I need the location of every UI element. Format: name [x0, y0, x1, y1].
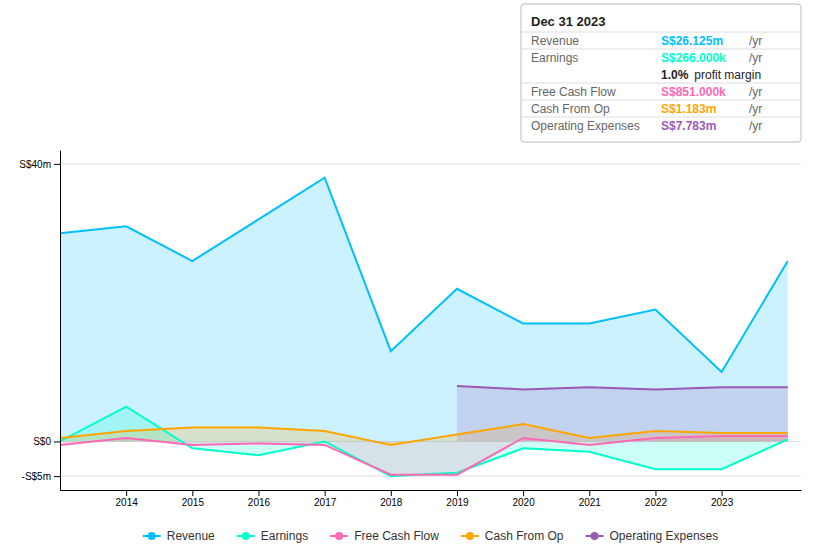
legend-swatch-marker — [148, 532, 156, 540]
tick-label: 2016 — [248, 497, 271, 508]
tick-mark — [391, 490, 392, 496]
tick-label: 2022 — [645, 497, 668, 508]
x-tick: 2020 — [513, 490, 536, 508]
info-label: Free Cash Flow — [531, 85, 616, 99]
tick-label: -S$5m — [22, 471, 51, 482]
y-tick: S$0 — [33, 436, 60, 447]
info-value: S$7.783m — [661, 119, 716, 133]
plot-area — [60, 178, 788, 476]
x-tick: 2019 — [446, 490, 469, 508]
info-value: S$266.000k — [661, 51, 726, 65]
tick-mark — [589, 490, 590, 496]
series-line — [60, 407, 788, 476]
tick-mark — [523, 490, 524, 496]
x-tick: 2015 — [182, 490, 205, 508]
legend-label: Free Cash Flow — [354, 529, 439, 543]
x-tick: 2014 — [116, 490, 139, 508]
y-tick: S$40m — [19, 159, 60, 170]
info-value: S$851.000k — [661, 85, 726, 99]
legend-swatch-marker — [335, 532, 343, 540]
info-value: S$26.125m — [661, 34, 723, 48]
tick-mark — [722, 490, 723, 496]
tick-label: S$40m — [19, 159, 51, 170]
y-tick: -S$5m — [22, 471, 60, 482]
x-tick: 2018 — [380, 490, 403, 508]
legend-label: Operating Expenses — [610, 529, 719, 543]
legend: Revenue Earnings Free Cash Flow Cash From O… — [143, 529, 719, 543]
tick-label: 2021 — [579, 497, 602, 508]
legend-swatch-marker — [466, 532, 474, 540]
x-tick: 2016 — [248, 490, 271, 508]
legend-item: Earnings — [237, 529, 308, 543]
tick-mark — [655, 490, 656, 496]
info-label: Cash From Op — [531, 102, 610, 116]
series-area — [60, 178, 788, 442]
tick-mark — [54, 476, 60, 477]
info-separator — [521, 100, 801, 101]
axis-line — [60, 151, 61, 491]
series-line — [60, 178, 788, 372]
tick-label: 2017 — [314, 497, 337, 508]
x-tick: 2023 — [711, 490, 734, 508]
tick-mark — [54, 441, 60, 442]
tick-mark — [54, 164, 60, 165]
grid-line — [60, 476, 801, 477]
legend-swatch-marker — [591, 532, 599, 540]
series-line — [457, 386, 788, 389]
info-unit: /yr — [749, 85, 762, 99]
info-label: Operating Expenses — [531, 119, 640, 133]
x-tick: 2021 — [579, 490, 602, 508]
x-tick: 2017 — [314, 490, 337, 508]
info-box: Dec 31 2023 Revenue S$26.125m/yr Earnings S$… — [521, 4, 801, 142]
info-separator — [521, 117, 801, 118]
tick-mark — [325, 490, 326, 496]
tick-mark — [126, 490, 127, 496]
legend-item: Operating Expenses — [586, 529, 719, 543]
tick-label: 2019 — [446, 497, 469, 508]
legend-item: Revenue — [143, 529, 215, 543]
series-line — [60, 436, 788, 475]
info-label: Earnings — [531, 51, 578, 65]
legend-label: Cash From Op — [485, 529, 564, 543]
grid-line — [60, 163, 801, 164]
legend-label: Revenue — [167, 529, 215, 543]
grid — [60, 164, 801, 476]
tick-mark — [192, 490, 193, 496]
info-unit: /yr — [749, 102, 762, 116]
tick-label: 2018 — [380, 497, 403, 508]
info-separator — [521, 49, 801, 50]
info-label: Revenue — [531, 34, 579, 48]
tick-mark — [258, 490, 259, 496]
tick-label: 2020 — [513, 497, 536, 508]
info-unit: /yr — [749, 119, 762, 133]
legend-item: Cash From Op — [461, 529, 564, 543]
legend-label: Earnings — [261, 529, 308, 543]
axis-line — [61, 490, 802, 491]
tick-label: S$0 — [33, 436, 51, 447]
info-box-frame — [521, 4, 801, 142]
tick-label: 2023 — [711, 497, 734, 508]
info-separator — [521, 83, 801, 84]
legend-swatch-marker — [242, 532, 250, 540]
tick-mark — [457, 490, 458, 496]
x-axis: 2014 2015 2016 2017 2018 2019 2020 2021 2022 2023 — [61, 490, 802, 508]
series-line — [60, 424, 788, 445]
info-note: profit margin — [694, 68, 761, 82]
tick-label: 2015 — [182, 497, 205, 508]
info-unit: /yr — [749, 34, 762, 48]
info-separator — [521, 32, 801, 33]
y-axis: -S$5m S$0 S$40m — [19, 151, 60, 491]
tick-label: 2014 — [116, 497, 139, 508]
info-unit: /yr — [749, 51, 762, 65]
info-value: 1.0% — [661, 68, 689, 82]
info-date: Dec 31 2023 — [531, 14, 605, 29]
info-value: S$1.183m — [661, 102, 716, 116]
x-tick: 2022 — [645, 490, 668, 508]
legend-item: Free Cash Flow — [330, 529, 439, 543]
chart-svg: 2014 2015 2016 2017 2018 2019 2020 2021 2022 2023… — [0, 0, 821, 560]
